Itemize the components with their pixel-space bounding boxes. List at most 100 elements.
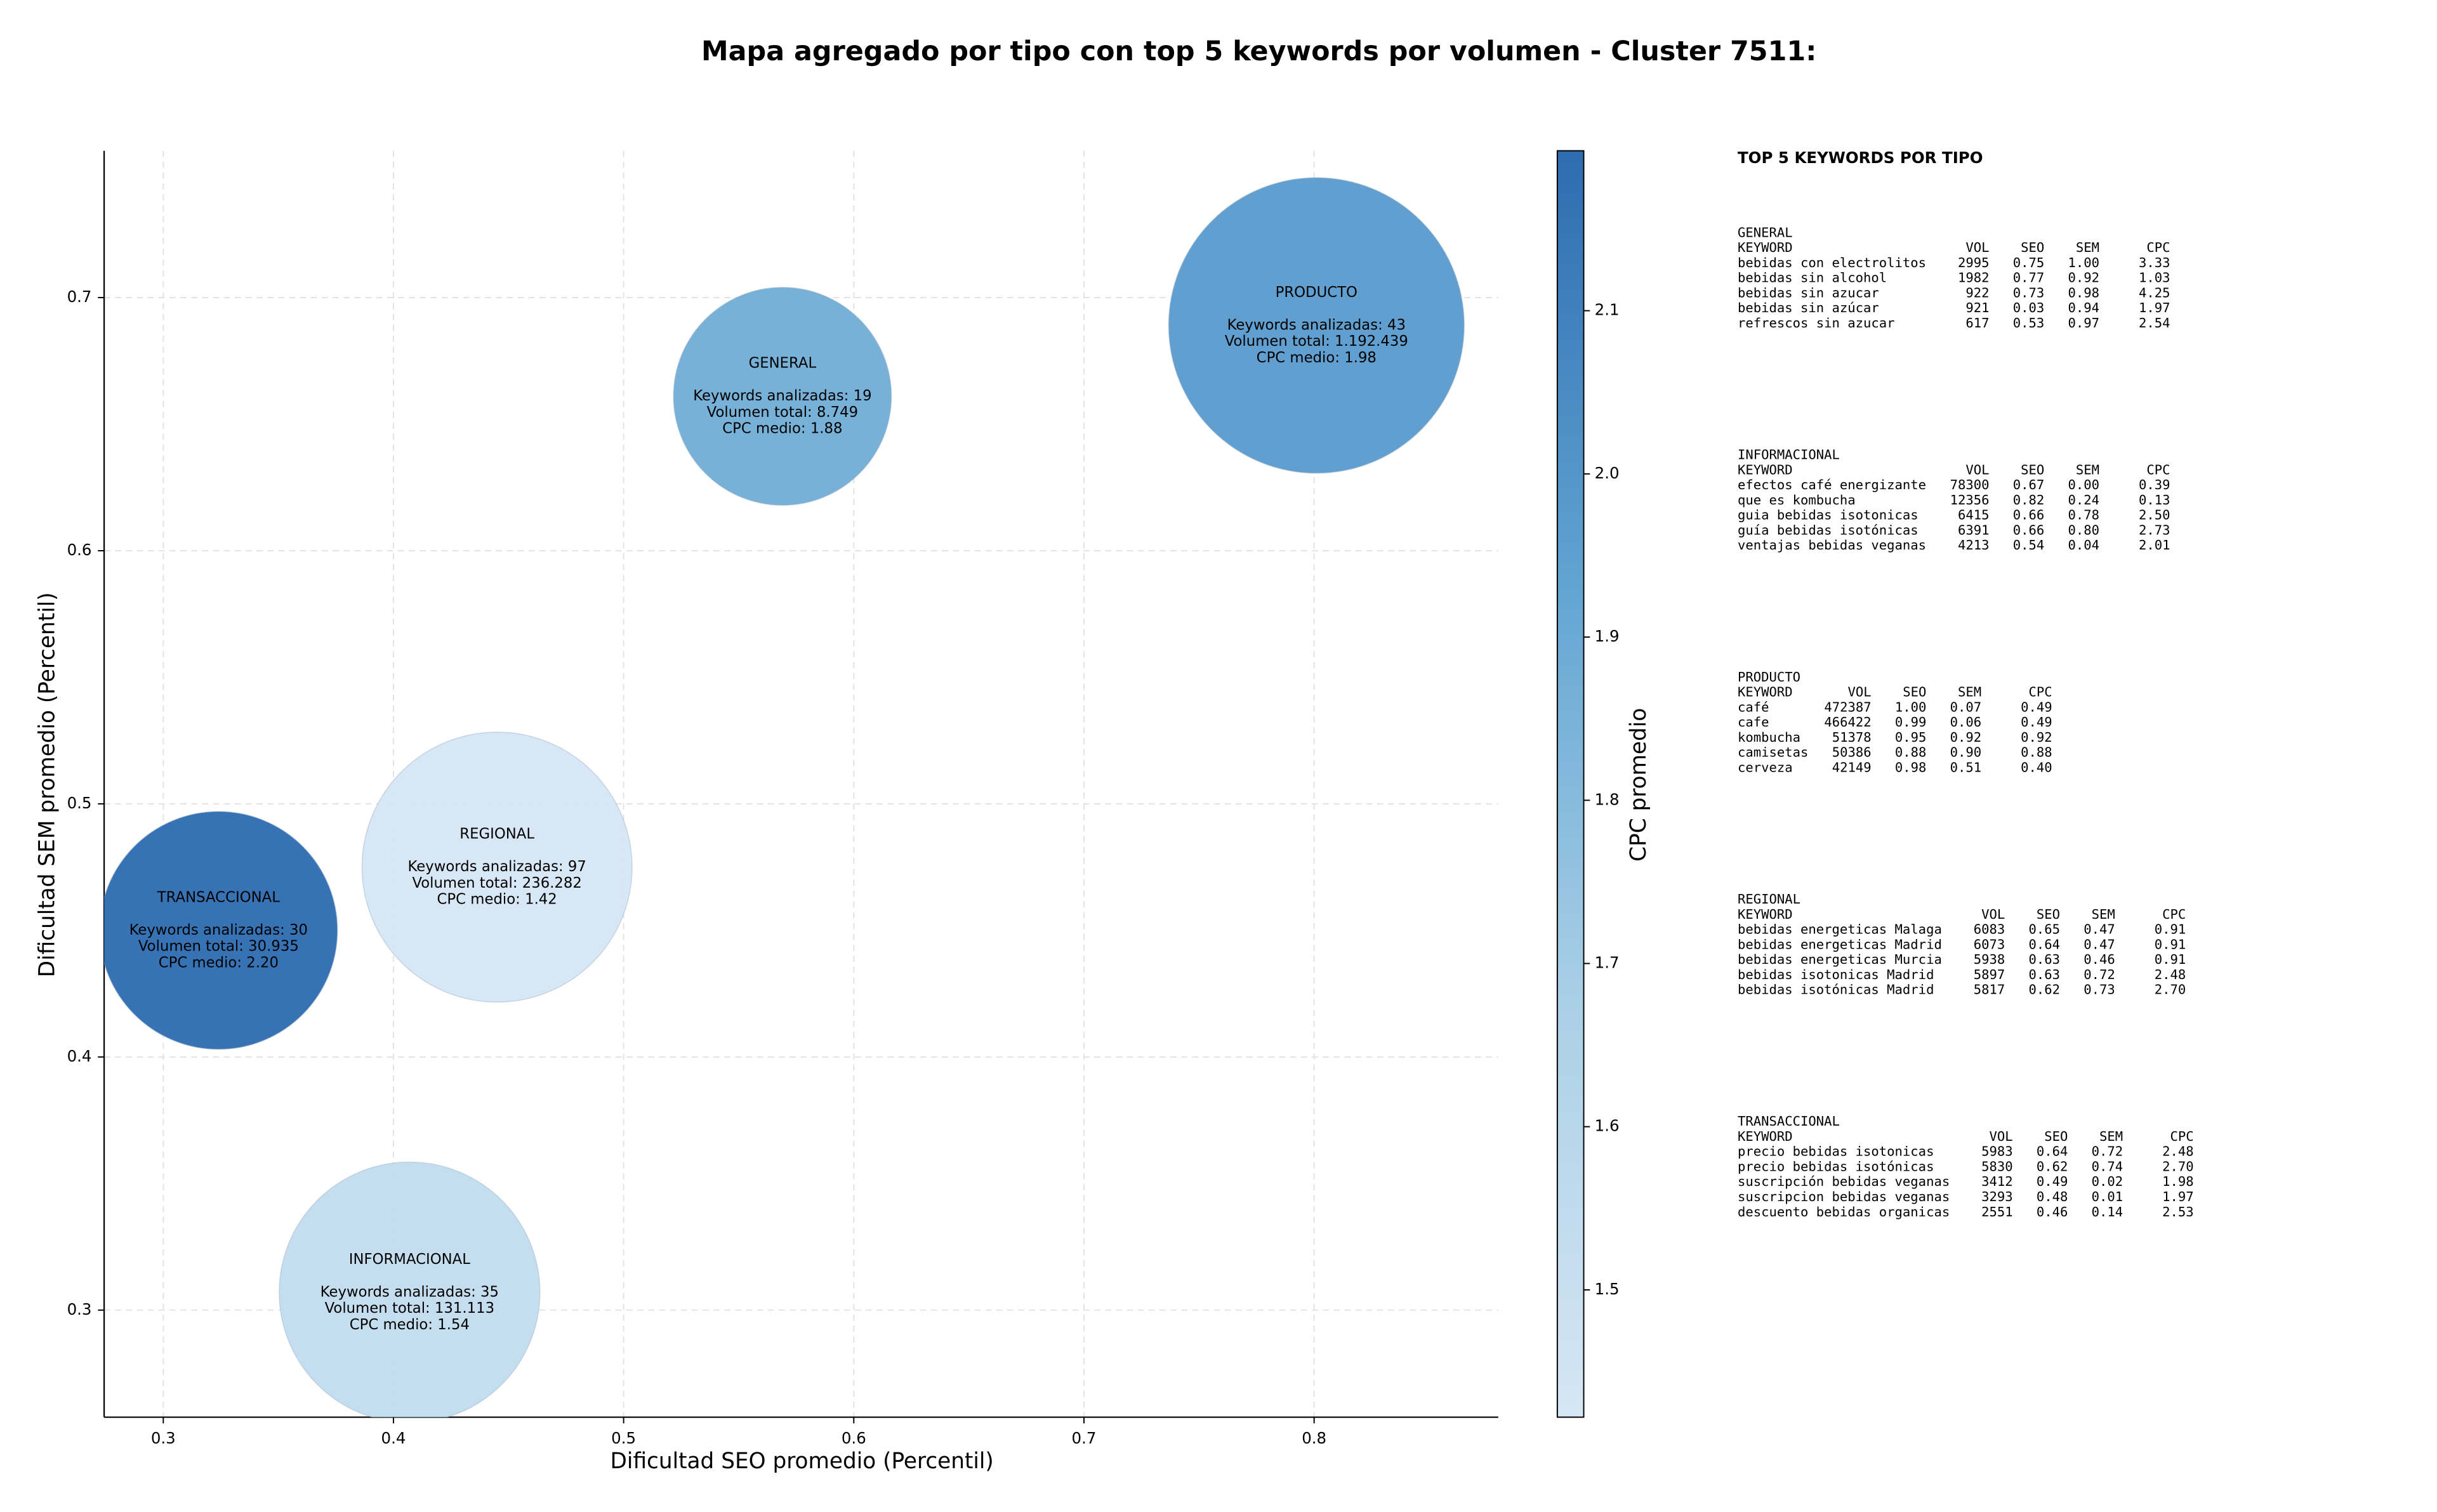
bubble [673, 287, 892, 506]
table-cell: 2.70 [2155, 982, 2186, 997]
bubble-annotation: Keywords analizadas: 43 [1227, 317, 1406, 333]
table-cell: 0.72 [2084, 967, 2115, 982]
table-cell: bebidas energeticas Madrid [1738, 937, 1942, 952]
table-cell: 1.03 [2139, 270, 2170, 286]
colorbar-tick-label: 1.9 [1595, 627, 1620, 645]
table-cell: 6415 [1958, 508, 1990, 523]
bubble-annotation: Volumen total: 236.282 [412, 875, 581, 891]
table-cell: 0.46 [2084, 952, 2115, 967]
table-cell: suscripcion bebidas veganas [1738, 1189, 1950, 1204]
column-header: KEYWORD [1738, 462, 1793, 477]
column-header: SEO [1903, 685, 1926, 700]
table-cell: 0.03 [2013, 300, 2045, 315]
table-cell: 0.98 [1895, 759, 1927, 775]
table-cell: 0.92 [2068, 270, 2099, 286]
section-title: TRANSACCIONAL [1738, 1114, 1840, 1129]
colorbar-tick-label: 2.0 [1595, 464, 1620, 482]
table-cell: 42149 [1832, 759, 1872, 775]
table-cell: 3293 [1981, 1189, 2013, 1204]
table-cell: 0.63 [2028, 967, 2060, 982]
table-cell: 0.97 [2068, 315, 2099, 331]
table-cell: café [1738, 699, 1769, 714]
table-cell: 0.65 [2028, 922, 2060, 937]
bubble-annotation: Keywords analizadas: 30 [129, 922, 308, 938]
bubble-annotation: Keywords analizadas: 19 [693, 388, 871, 404]
table-cell: guía bebidas isotónicas [1738, 522, 1919, 537]
table-cell: 0.13 [2139, 492, 2170, 508]
bubble [279, 1161, 541, 1417]
bubble-name: TRANSACCIONAL [157, 889, 280, 905]
table-cell: camisetas [1738, 745, 1808, 760]
table-cell: 1.97 [2162, 1189, 2194, 1204]
table-cell: ventajas bebidas veganas [1738, 537, 1926, 553]
table-cell: 0.95 [1895, 730, 1927, 745]
table-cell: 0.82 [2013, 492, 2045, 508]
bubble-annotation: CPC medio: 2.20 [159, 954, 279, 971]
table-cell: 0.74 [2092, 1159, 2123, 1174]
table-cell: 0.91 [2155, 922, 2186, 937]
bubble-name: PRODUCTO [1276, 284, 1357, 301]
table-cell: 6391 [1958, 522, 1990, 537]
table-cell: 922 [1965, 285, 1989, 300]
table-cell: 0.39 [2139, 477, 2170, 492]
column-header: KEYWORD [1738, 907, 1793, 922]
section-title: GENERAL [1738, 225, 1793, 240]
table-cell: 0.40 [2021, 759, 2052, 775]
bubble-name: INFORMACIONAL [349, 1251, 471, 1268]
colorbar-tick-label: 1.6 [1595, 1117, 1620, 1135]
table-cell: guia bebidas isotonicas [1738, 508, 1919, 523]
section-title: PRODUCTO [1738, 669, 1800, 685]
column-header: VOL [1847, 685, 1871, 700]
table-cell: 1.98 [2162, 1174, 2194, 1189]
bubble-annotation: Volumen total: 30.935 [138, 938, 299, 955]
column-header: SEM [2076, 462, 2099, 477]
table-cell: 0.14 [2092, 1204, 2123, 1219]
bubble-annotation: Volumen total: 1.192.439 [1225, 333, 1408, 350]
table-cell: 3.33 [2139, 255, 2170, 270]
bubble-name: REGIONAL [459, 826, 534, 843]
table-cell: 0.46 [2037, 1204, 2068, 1219]
table-cell: 0.90 [1950, 745, 1982, 760]
x-tick-label: 0.8 [1302, 1429, 1326, 1447]
table-cell: 2.48 [2155, 967, 2186, 982]
column-header: CPC [2028, 685, 2052, 700]
y-tick-label: 0.6 [67, 541, 92, 559]
table-cell: 0.00 [2068, 477, 2099, 492]
table-cell: kombucha [1738, 730, 1800, 745]
table-cell: 2.01 [2139, 537, 2170, 553]
bubble-name: GENERAL [749, 355, 817, 372]
panel-title: TOP 5 KEYWORDS POR TIPO [1738, 148, 1983, 167]
table-cell: 0.78 [2068, 508, 2099, 523]
table-cell: 0.49 [2021, 699, 2052, 714]
table-cell: 2.54 [2139, 315, 2170, 331]
column-header: SEO [2037, 907, 2060, 922]
table-cell: precio bebidas isotonicas [1738, 1144, 1934, 1159]
table-cell: 2.50 [2139, 508, 2170, 523]
column-header: CPC [2170, 1129, 2194, 1144]
y-tick-label: 0.5 [67, 794, 92, 812]
table-cell: 0.48 [2037, 1189, 2068, 1204]
table-cell: 0.91 [2155, 937, 2186, 952]
table-cell: 0.99 [1895, 714, 1927, 730]
table-cell: bebidas sin azucar [1738, 285, 1879, 300]
table-cell: 1.97 [2139, 300, 2170, 315]
table-cell: 0.80 [2068, 522, 2099, 537]
table-cell: 2995 [1958, 255, 1990, 270]
column-header: SEO [2044, 1129, 2068, 1144]
table-cell: 1982 [1958, 270, 1990, 286]
column-header: CPC [2146, 462, 2170, 477]
table-cell: 6073 [1974, 937, 2005, 952]
table-cell: 617 [1965, 315, 1989, 331]
colorbar-tick-label: 1.8 [1595, 790, 1620, 808]
table-cell: 0.66 [2013, 508, 2045, 523]
table-cell: 50386 [1832, 745, 1872, 760]
table-cell: 0.07 [1950, 699, 1982, 714]
table-cell: 0.73 [2013, 285, 2045, 300]
table-cell: cerveza [1738, 759, 1793, 775]
table-cell: 4.25 [2139, 285, 2170, 300]
bubble [1168, 177, 1465, 474]
table-cell: 0.64 [2037, 1144, 2068, 1159]
column-header: SEM [1958, 685, 1981, 700]
x-tick-label: 0.3 [151, 1429, 176, 1447]
